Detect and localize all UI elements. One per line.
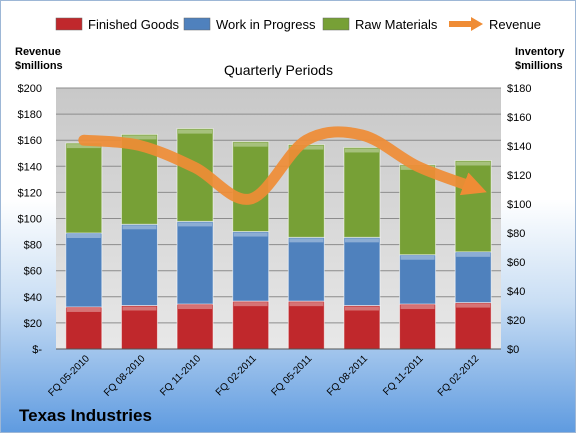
bar-work-in-progress <box>454 251 492 304</box>
right-tick-label: $140 <box>507 141 531 153</box>
right-tick-label: $120 <box>507 170 531 182</box>
left-tick-label: $180 <box>18 109 42 121</box>
bar-highlight <box>456 161 491 166</box>
bar-highlight <box>456 303 491 308</box>
left-tick-label: $- <box>32 344 42 356</box>
left-tick-label: $60 <box>24 266 42 278</box>
category-label: FQ 11-2010 <box>158 353 203 398</box>
bar-raw-materials <box>343 146 381 238</box>
legend: Finished Goods Work in Progress Raw Materi… <box>55 17 541 32</box>
bar-highlight <box>400 255 435 260</box>
bar-highlight <box>289 145 324 150</box>
bar-highlight <box>178 129 213 134</box>
left-tick-label: $140 <box>18 161 42 173</box>
bar-highlight <box>178 305 213 310</box>
category-label: FQ 05-2010 <box>46 353 92 399</box>
bar-finished-goods <box>399 303 437 350</box>
bar-highlight <box>178 222 213 227</box>
bar-finished-goods <box>232 300 270 350</box>
right-tick-label: $80 <box>507 228 525 240</box>
legend-label-revenue: Revenue <box>489 17 541 32</box>
bar-highlight <box>456 252 491 257</box>
bar-work-in-progress <box>120 223 158 306</box>
category-label: FQ 02-2012 <box>436 353 482 399</box>
bar-work-in-progress <box>176 220 214 305</box>
revenue-line <box>78 126 487 205</box>
chart-title: Quarterly Periods <box>224 62 333 78</box>
bar-highlight <box>66 307 101 312</box>
bar-raw-materials <box>65 142 103 234</box>
bar-finished-goods <box>65 306 103 350</box>
bar-highlight <box>233 302 268 307</box>
revenue-line-layer <box>78 126 487 205</box>
bar-highlight <box>289 302 324 307</box>
left-tick-label: $100 <box>18 214 42 226</box>
bar-work-in-progress <box>287 236 325 302</box>
bar-raw-materials <box>454 160 492 253</box>
bar-highlight <box>66 234 101 238</box>
bar-highlight <box>233 232 268 237</box>
bar-work-in-progress <box>399 254 437 305</box>
left-tick-label: $200 <box>18 83 42 95</box>
left-tick-label: $40 <box>24 292 42 304</box>
bar-finished-goods <box>176 303 214 350</box>
right-tick-label: $20 <box>507 315 525 327</box>
bar-work-in-progress <box>232 231 270 302</box>
left-tick-label: $20 <box>24 318 42 330</box>
legend-swatch-work-in-progress <box>183 17 211 31</box>
left-tick-label: $120 <box>18 187 42 199</box>
right-tick-label: $100 <box>507 199 531 211</box>
right-tick-label: $0 <box>507 344 519 356</box>
company-name: Texas Industries <box>19 406 152 425</box>
bar-highlight <box>344 238 379 243</box>
bar-highlight <box>289 238 324 243</box>
bar-highlight <box>400 305 435 310</box>
bar-highlight <box>233 142 268 147</box>
bar-highlight <box>122 225 157 230</box>
right-tick-label: $160 <box>507 112 531 124</box>
legend-label-finished-goods: Finished Goods <box>88 17 180 32</box>
left-tick-label: $80 <box>24 240 42 252</box>
legend-swatch-raw-materials <box>322 17 350 31</box>
category-label: FQ 05-2011 <box>269 353 314 398</box>
left-tick-label: $160 <box>18 135 42 147</box>
legend-arrow-icon <box>471 17 483 31</box>
bar-work-in-progress <box>65 232 103 308</box>
left-axis-title: Revenue $millions <box>15 46 63 72</box>
right-tick-label: $180 <box>507 83 531 95</box>
right-axis-title: Inventory $millions <box>515 46 565 72</box>
category-label: FQ 11-2011 <box>381 353 426 398</box>
bar-highlight <box>344 306 379 311</box>
bar-highlight <box>122 306 157 311</box>
bar-finished-goods <box>120 305 158 350</box>
legend-swatch-finished-goods <box>55 17 83 31</box>
bar-highlight <box>66 144 101 149</box>
bar-highlight <box>344 148 379 153</box>
bar-finished-goods <box>454 302 492 350</box>
legend-label-raw-materials: Raw Materials <box>355 17 438 32</box>
category-label: FQ 08-2011 <box>325 353 370 398</box>
bar-work-in-progress <box>343 236 381 307</box>
category-label: FQ 08-2010 <box>102 353 148 399</box>
category-label: FQ 02-2011 <box>214 353 259 398</box>
bar-finished-goods <box>343 305 381 350</box>
bar-finished-goods <box>287 300 325 350</box>
legend-label-work-in-progress: Work in Progress <box>216 17 316 32</box>
right-tick-label: $40 <box>507 286 525 298</box>
bar-raw-materials <box>399 164 437 256</box>
right-tick-label: $60 <box>507 257 525 269</box>
bar-highlight <box>122 135 157 140</box>
